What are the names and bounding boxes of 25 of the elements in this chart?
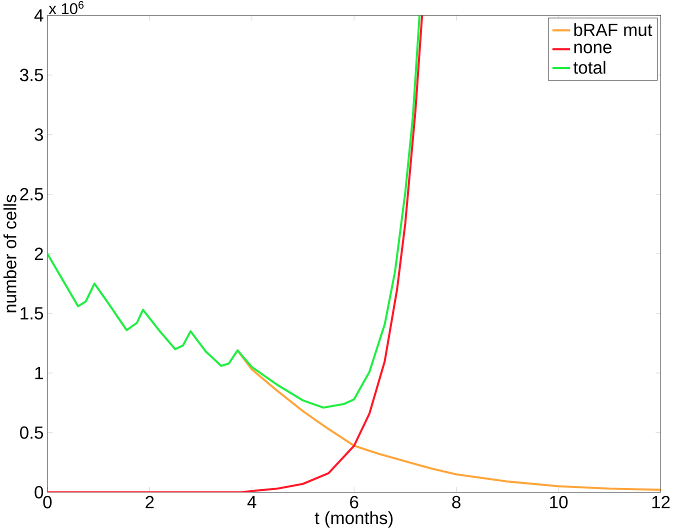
y-tick-label: 1.5 <box>20 307 44 320</box>
x-tick-label: 6 <box>350 496 358 508</box>
y-tick-label: 0.5 <box>20 426 44 439</box>
x-axis-title: t (months) <box>314 511 393 528</box>
legend-label: total <box>573 60 606 74</box>
line-series <box>236 349 661 491</box>
line-series <box>47 15 421 409</box>
y-axis-title: number of cells <box>3 194 16 312</box>
x-tick-label: 10 <box>550 496 568 508</box>
x-tick-label: 0 <box>43 496 52 508</box>
x-tick-label: 12 <box>652 496 670 508</box>
y-tick-label: 2.5 <box>20 188 44 200</box>
legend-label: bRAF mut <box>574 23 652 36</box>
text: x 10$^{6}$ <box>48 0 84 14</box>
x-tick-label: 4 <box>247 496 256 508</box>
y-tick-label: 0 <box>34 486 44 498</box>
y-tick-label: 3 <box>34 128 43 141</box>
y-tick-label: 2 <box>34 248 43 260</box>
y-tick-label: 3.5 <box>20 68 44 82</box>
legend-label: none <box>574 44 612 54</box>
y-tick-label: 4 <box>34 9 44 22</box>
line-series <box>47 15 424 492</box>
x-tick-label: 8 <box>452 496 460 508</box>
x-tick-label: 2 <box>146 496 154 508</box>
y-tick-label: 1 <box>35 366 43 380</box>
